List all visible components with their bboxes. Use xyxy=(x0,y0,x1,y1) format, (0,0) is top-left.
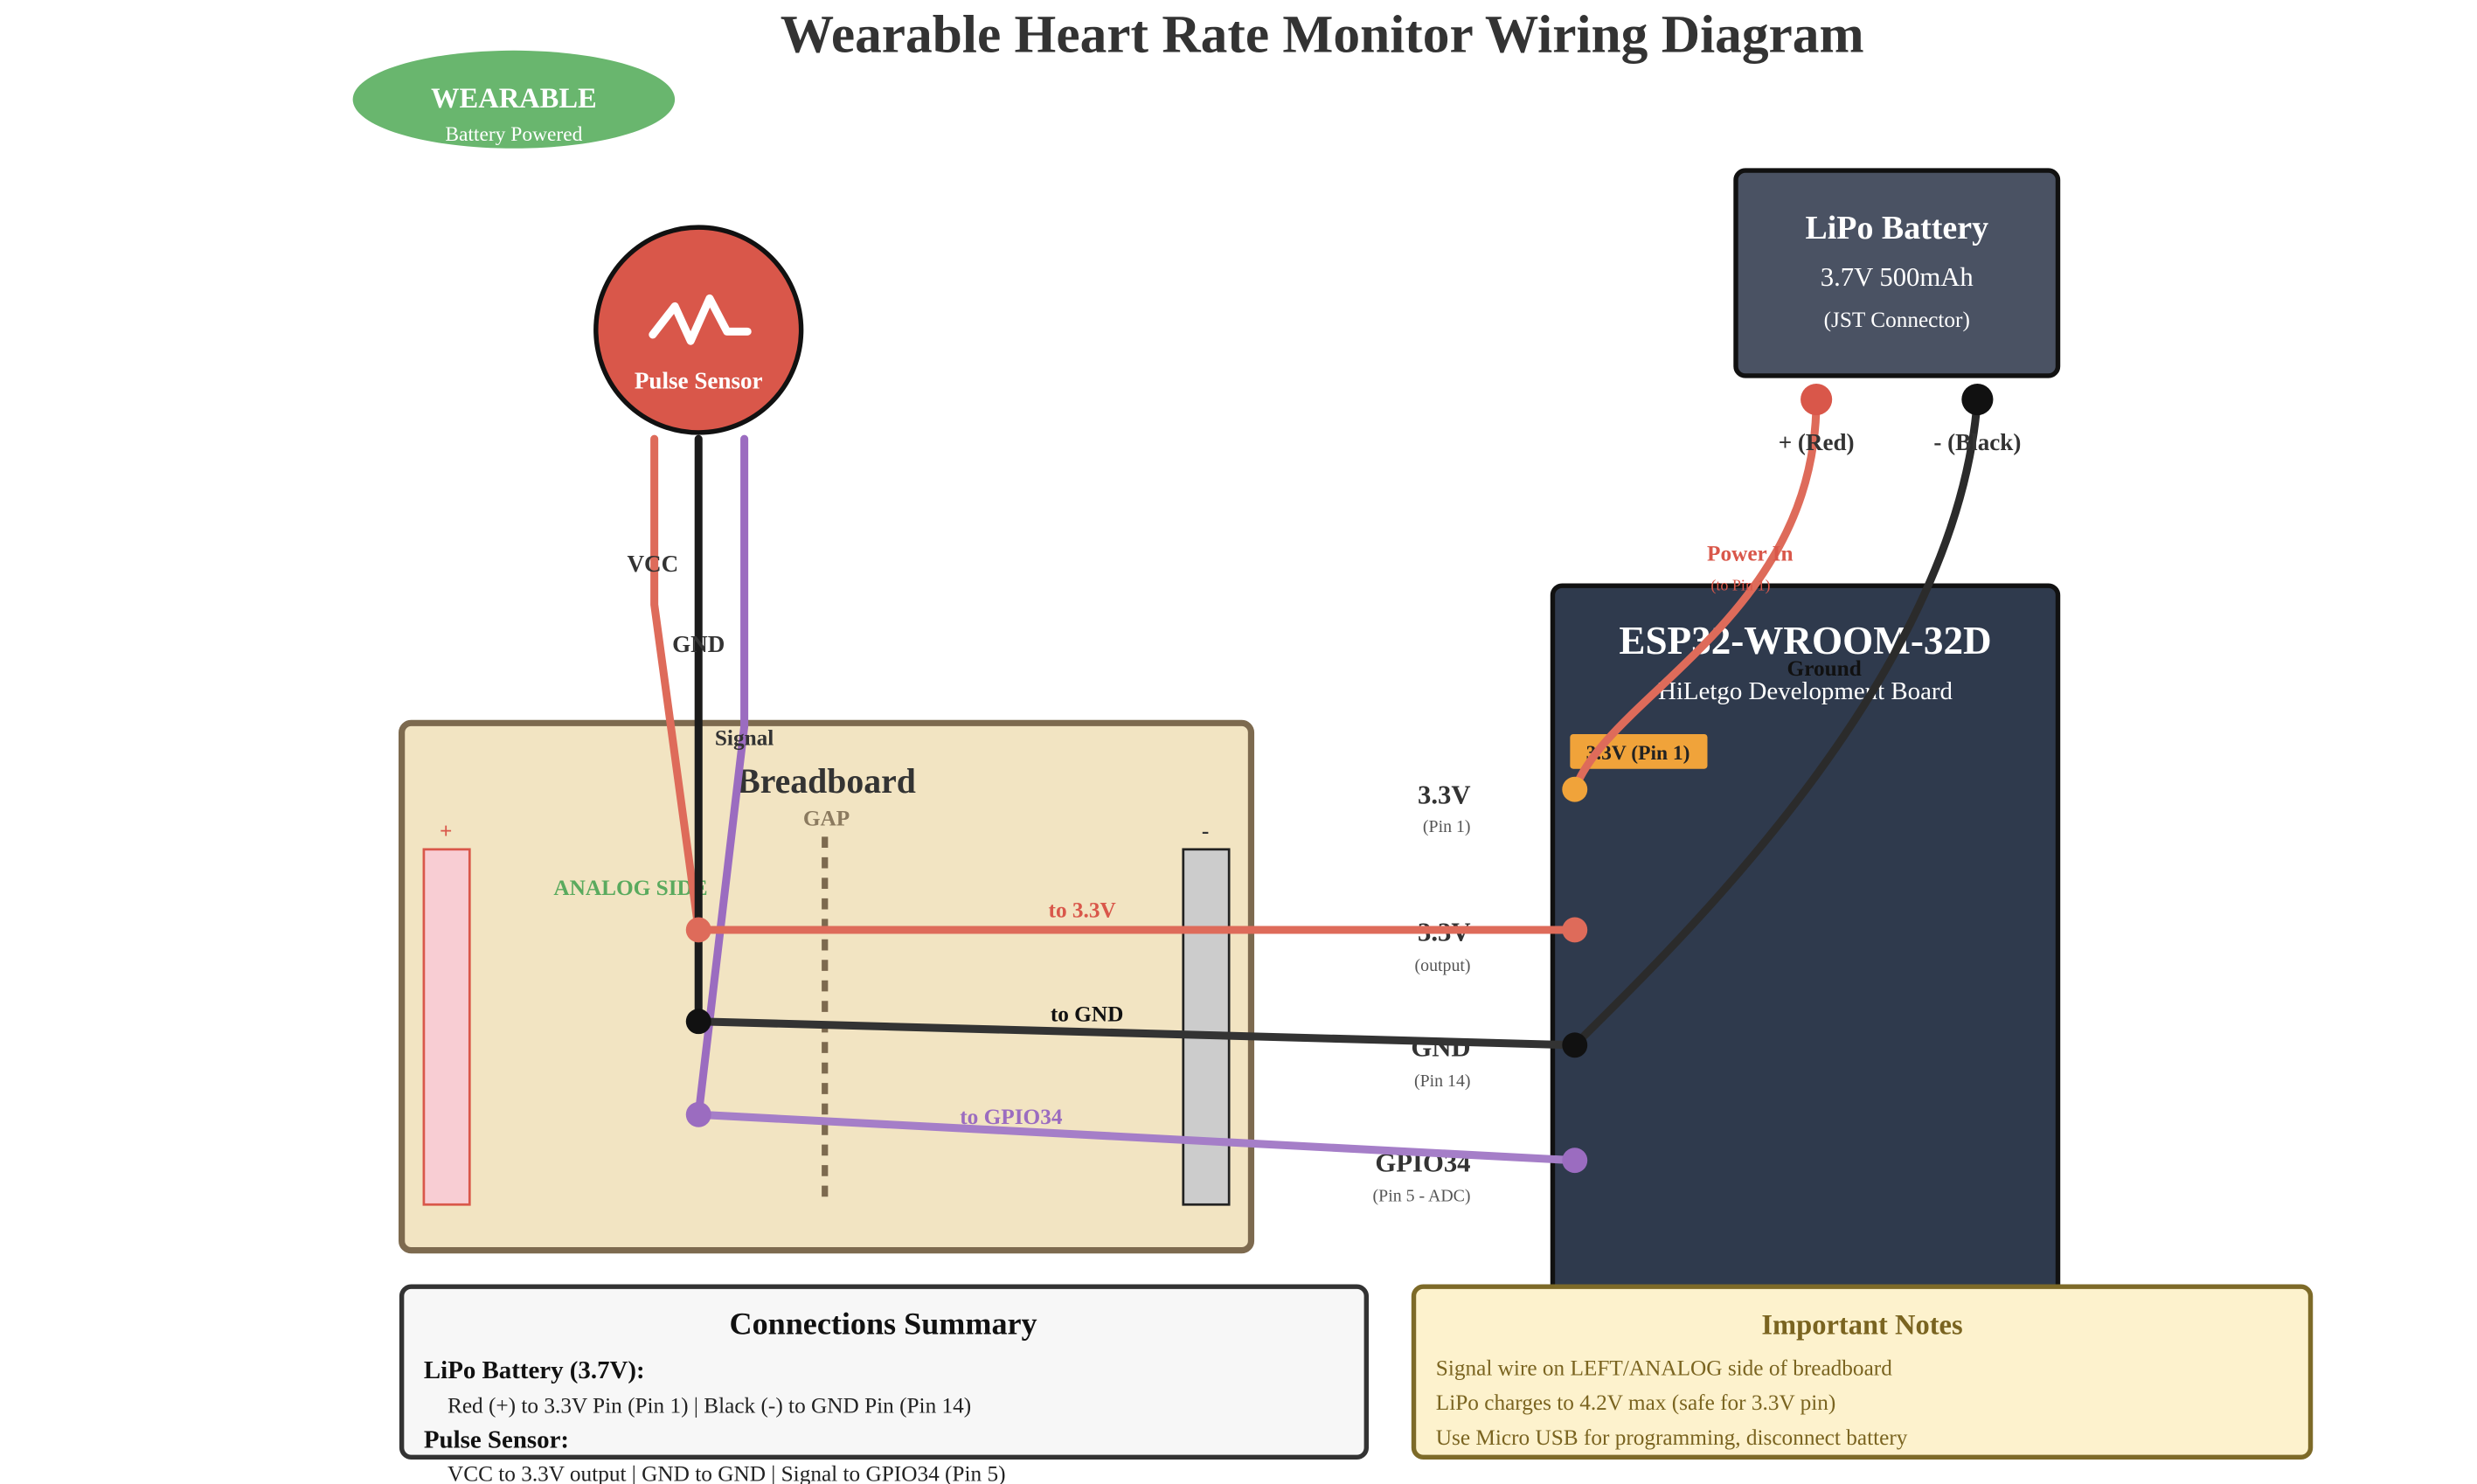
esp-pin1-dot xyxy=(1562,776,1588,802)
signal-label: Signal xyxy=(715,726,774,751)
wire-to-gpio34 xyxy=(694,1110,1579,1165)
summary-box xyxy=(399,1284,1370,1460)
battery-positive-terminal xyxy=(1801,383,1833,416)
battery-negative-terminal xyxy=(1961,383,1994,416)
important-notes: Important Notes Signal wire on LEFT/ANAL… xyxy=(1411,1284,2314,1460)
note-line: LiPo charges to 4.2V max (safe for 3.3V … xyxy=(1436,1390,1836,1415)
to-3v3-label: to 3.3V xyxy=(1049,898,1116,923)
summary-title: Connections Summary xyxy=(730,1306,1037,1341)
power-in-label: Power In xyxy=(1707,541,1793,565)
wearable-badge: WEARABLE Battery Powered xyxy=(352,50,676,149)
battery-connector: (JST Connector) xyxy=(1824,308,1970,332)
to-gnd-label: to GND xyxy=(1051,1002,1124,1027)
gnd-label: GND xyxy=(672,631,725,657)
gap-label: GAP xyxy=(803,807,850,831)
breadboard-title: Breadboard xyxy=(737,762,916,801)
pin-sub-3v3-output: (output) xyxy=(1415,956,1471,975)
esp-3v3-dot xyxy=(1562,917,1588,943)
sensor-label: Pulse Sensor xyxy=(635,367,763,393)
battery-title: LiPo Battery xyxy=(1805,210,1988,246)
analog-side-label: ANALOG SIDE xyxy=(553,876,707,900)
summary-battery-line: Red (+) to 3.3V Pin (Pin 1) | Black (-) … xyxy=(448,1394,971,1418)
esp32-subtitle: HiLetgo Development Board xyxy=(1658,677,1953,705)
pin-sub-3v3-pin1: (Pin 1) xyxy=(1423,817,1471,836)
summary-sensor-line: VCC to 3.3V output | GND to GND | Signal… xyxy=(448,1461,1006,1484)
battery-positive-label: + (Red) xyxy=(1779,429,1855,455)
esp32-title: ESP32-WROOM-32D xyxy=(1619,619,1991,662)
esp32-board: ESP32-WROOM-32D HiLetgo Development Boar… xyxy=(1550,583,2061,1314)
summary-battery-heading: LiPo Battery (3.7V): xyxy=(424,1356,645,1384)
badge-title: WEARABLE xyxy=(431,83,597,114)
summary-sensor-heading: Pulse Sensor: xyxy=(424,1425,569,1453)
positive-rail-label: + xyxy=(440,819,452,843)
note-line: Use Micro USB for programming, disconnec… xyxy=(1436,1425,1908,1450)
badge-ellipse xyxy=(352,50,676,149)
battery-negative-wire xyxy=(1571,395,1981,1050)
battery-spec: 3.7V 500mAh xyxy=(1821,262,1974,292)
pin-labels: 3.3V (Pin 1) 3.3V (output) GND (Pin 14) … xyxy=(1373,780,1471,1205)
to-gpio34-label: to GPIO34 xyxy=(960,1105,1063,1129)
esp-gnd-dot xyxy=(1562,1032,1588,1058)
bb-gnd-dot xyxy=(685,1009,711,1035)
pin-sub-gnd: (Pin 14) xyxy=(1414,1071,1471,1091)
positive-rail xyxy=(422,848,471,1206)
pin-sub-gpio34: (Pin 5 - ADC) xyxy=(1373,1187,1471,1206)
negative-rail-label: - xyxy=(1202,819,1209,843)
bb-signal-dot xyxy=(685,1101,711,1127)
note-line: Signal wire on LEFT/ANALOG side of bread… xyxy=(1436,1356,1892,1380)
power-in-sublabel: (to Pin 1) xyxy=(1710,577,1770,595)
pin-label-3v3-pin1: 3.3V xyxy=(1418,780,1471,809)
negative-rail xyxy=(1182,848,1231,1206)
notes-title: Important Notes xyxy=(1761,1309,1962,1341)
sensor-signal-wire xyxy=(694,434,749,1119)
pulse-sensor: Pulse Sensor xyxy=(593,225,804,435)
ground-label: Ground xyxy=(1787,656,1862,681)
vcc-label: VCC xyxy=(627,551,678,577)
wire-terminals xyxy=(685,383,1994,1174)
badge-subtitle: Battery Powered xyxy=(445,123,582,146)
breadboard: Breadboard + - GAP ANALOG SIDE xyxy=(399,719,1255,1254)
heartbeat-icon xyxy=(649,294,752,345)
battery-negative-label: - (Black) xyxy=(1933,429,2021,455)
bb-3v3-dot xyxy=(685,917,711,943)
wires xyxy=(650,395,1981,1165)
lipo-battery: LiPo Battery 3.7V 500mAh (JST Connector) xyxy=(1733,168,2061,378)
notes-box xyxy=(1411,1284,2314,1460)
wire-labels: VCC GND Signal + (Red) - (Black) Power I… xyxy=(627,429,2021,1129)
connections-summary: Connections Summary LiPo Battery (3.7V):… xyxy=(399,1284,1370,1484)
battery-positive-wire xyxy=(1571,395,1821,794)
diagram-title: Wearable Heart Rate Monitor Wiring Diagr… xyxy=(781,5,1864,65)
esp-gpio34-dot xyxy=(1562,1148,1588,1174)
sensor-vcc-wire xyxy=(650,434,703,934)
wire-to-gnd xyxy=(694,1017,1579,1050)
battery-body xyxy=(1733,168,2061,378)
